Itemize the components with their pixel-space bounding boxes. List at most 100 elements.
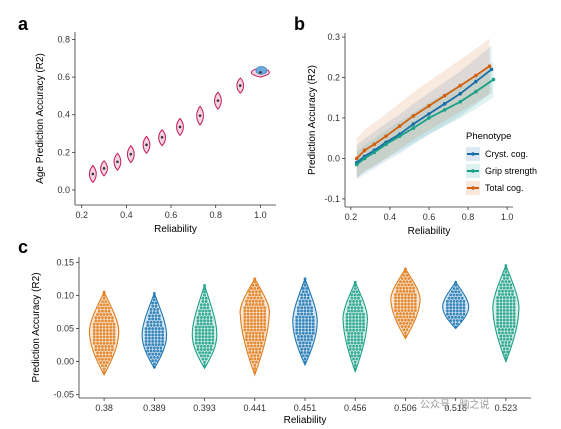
data-dot	[256, 341, 260, 345]
confidence-band	[356, 45, 492, 180]
data-dot	[402, 286, 406, 290]
data-dot	[509, 334, 513, 338]
data-dot	[303, 334, 307, 338]
data-dot	[504, 280, 508, 284]
data-dot	[246, 312, 250, 316]
data-dot	[251, 334, 255, 338]
data-dot	[352, 357, 356, 361]
data-dot	[261, 331, 265, 335]
data-dot	[407, 309, 411, 312]
data-dot	[154, 333, 158, 337]
data-dot	[457, 315, 461, 319]
data-dot	[303, 309, 307, 313]
data-dot	[496, 321, 500, 325]
data-dot	[161, 339, 165, 343]
data-dot	[105, 322, 109, 326]
data-dot	[405, 312, 409, 316]
data-dot	[256, 296, 260, 300]
data-dot	[156, 323, 160, 327]
data-dot	[159, 320, 163, 324]
data-dot	[147, 343, 151, 347]
data-dot	[94, 348, 98, 352]
data-dot	[201, 300, 205, 303]
data-dot	[112, 341, 116, 345]
data-dot	[496, 312, 500, 316]
panel-b-x-axis-label: Reliability	[408, 226, 451, 237]
data-dot	[109, 325, 113, 329]
data-dot	[259, 312, 263, 316]
panel-a-y-axis-label: Age Prediction Accuracy (R2)	[35, 53, 46, 184]
data-dot	[499, 337, 503, 341]
data-dot	[156, 307, 160, 311]
panel-c-y-axis-label: Prediction Accuracy (R2)	[31, 272, 42, 382]
data-dot	[296, 306, 300, 310]
data-dot	[413, 302, 417, 306]
data-dot	[306, 347, 310, 351]
data-dot	[504, 289, 508, 293]
panel-c-axes: -0.05 0.00 0.05 0.10 0.15 0.38 0.389 0.393 0.441…	[53, 257, 531, 413]
series-point	[442, 93, 447, 98]
data-dot	[407, 325, 411, 328]
data-dot	[502, 315, 506, 319]
data-dot	[151, 333, 155, 337]
data-dot	[306, 350, 310, 354]
data-dot	[208, 309, 211, 313]
data-dot	[502, 321, 506, 325]
series-point	[487, 64, 492, 68]
data-dot	[99, 303, 103, 307]
data-dot	[156, 320, 160, 324]
data-dot	[243, 318, 247, 322]
data-dot	[154, 339, 158, 343]
data-dot	[250, 344, 253, 348]
mean-point	[102, 167, 106, 170]
data-dot	[201, 357, 205, 361]
data-dot	[350, 293, 354, 297]
data-dot	[109, 354, 113, 358]
data-dot	[511, 289, 514, 293]
data-dot	[352, 347, 356, 351]
data-dot	[512, 299, 516, 303]
data-dot	[101, 348, 104, 352]
data-dot	[355, 328, 359, 332]
data-dot	[395, 289, 399, 293]
data-dot	[157, 317, 161, 321]
data-dot	[397, 309, 401, 312]
data-dot	[146, 349, 150, 353]
data-dot	[454, 280, 458, 284]
data-dot	[204, 312, 208, 316]
data-dot	[501, 280, 505, 284]
data-dot	[506, 350, 509, 354]
data-dot	[298, 331, 302, 335]
y-tick-label: 0.0	[57, 185, 70, 195]
data-dot	[303, 347, 307, 351]
data-dot	[403, 309, 407, 312]
series-point	[411, 114, 416, 118]
data-dot	[300, 296, 304, 300]
data-dot	[295, 318, 299, 322]
data-dot	[357, 335, 360, 339]
mean-point	[238, 84, 242, 87]
data-dot	[308, 331, 312, 335]
mean-point	[160, 136, 164, 139]
data-dot	[157, 336, 161, 340]
data-dot	[358, 328, 362, 332]
data-dot	[96, 354, 99, 358]
data-dot	[151, 336, 155, 340]
series-point	[458, 91, 463, 96]
data-dot	[449, 312, 453, 316]
data-dot	[104, 357, 108, 361]
data-dot	[104, 345, 108, 348]
data-dot	[496, 296, 500, 300]
data-dot	[254, 350, 258, 354]
data-dot	[395, 315, 399, 319]
data-dot	[154, 359, 158, 363]
data-dot	[203, 316, 207, 319]
data-dot	[501, 331, 505, 335]
data-dot	[246, 296, 250, 300]
data-dot	[308, 322, 312, 326]
data-dot	[300, 347, 304, 351]
data-dot	[204, 338, 208, 342]
data-dot	[308, 325, 312, 329]
data-dot	[295, 315, 299, 319]
data-dot	[360, 338, 364, 342]
